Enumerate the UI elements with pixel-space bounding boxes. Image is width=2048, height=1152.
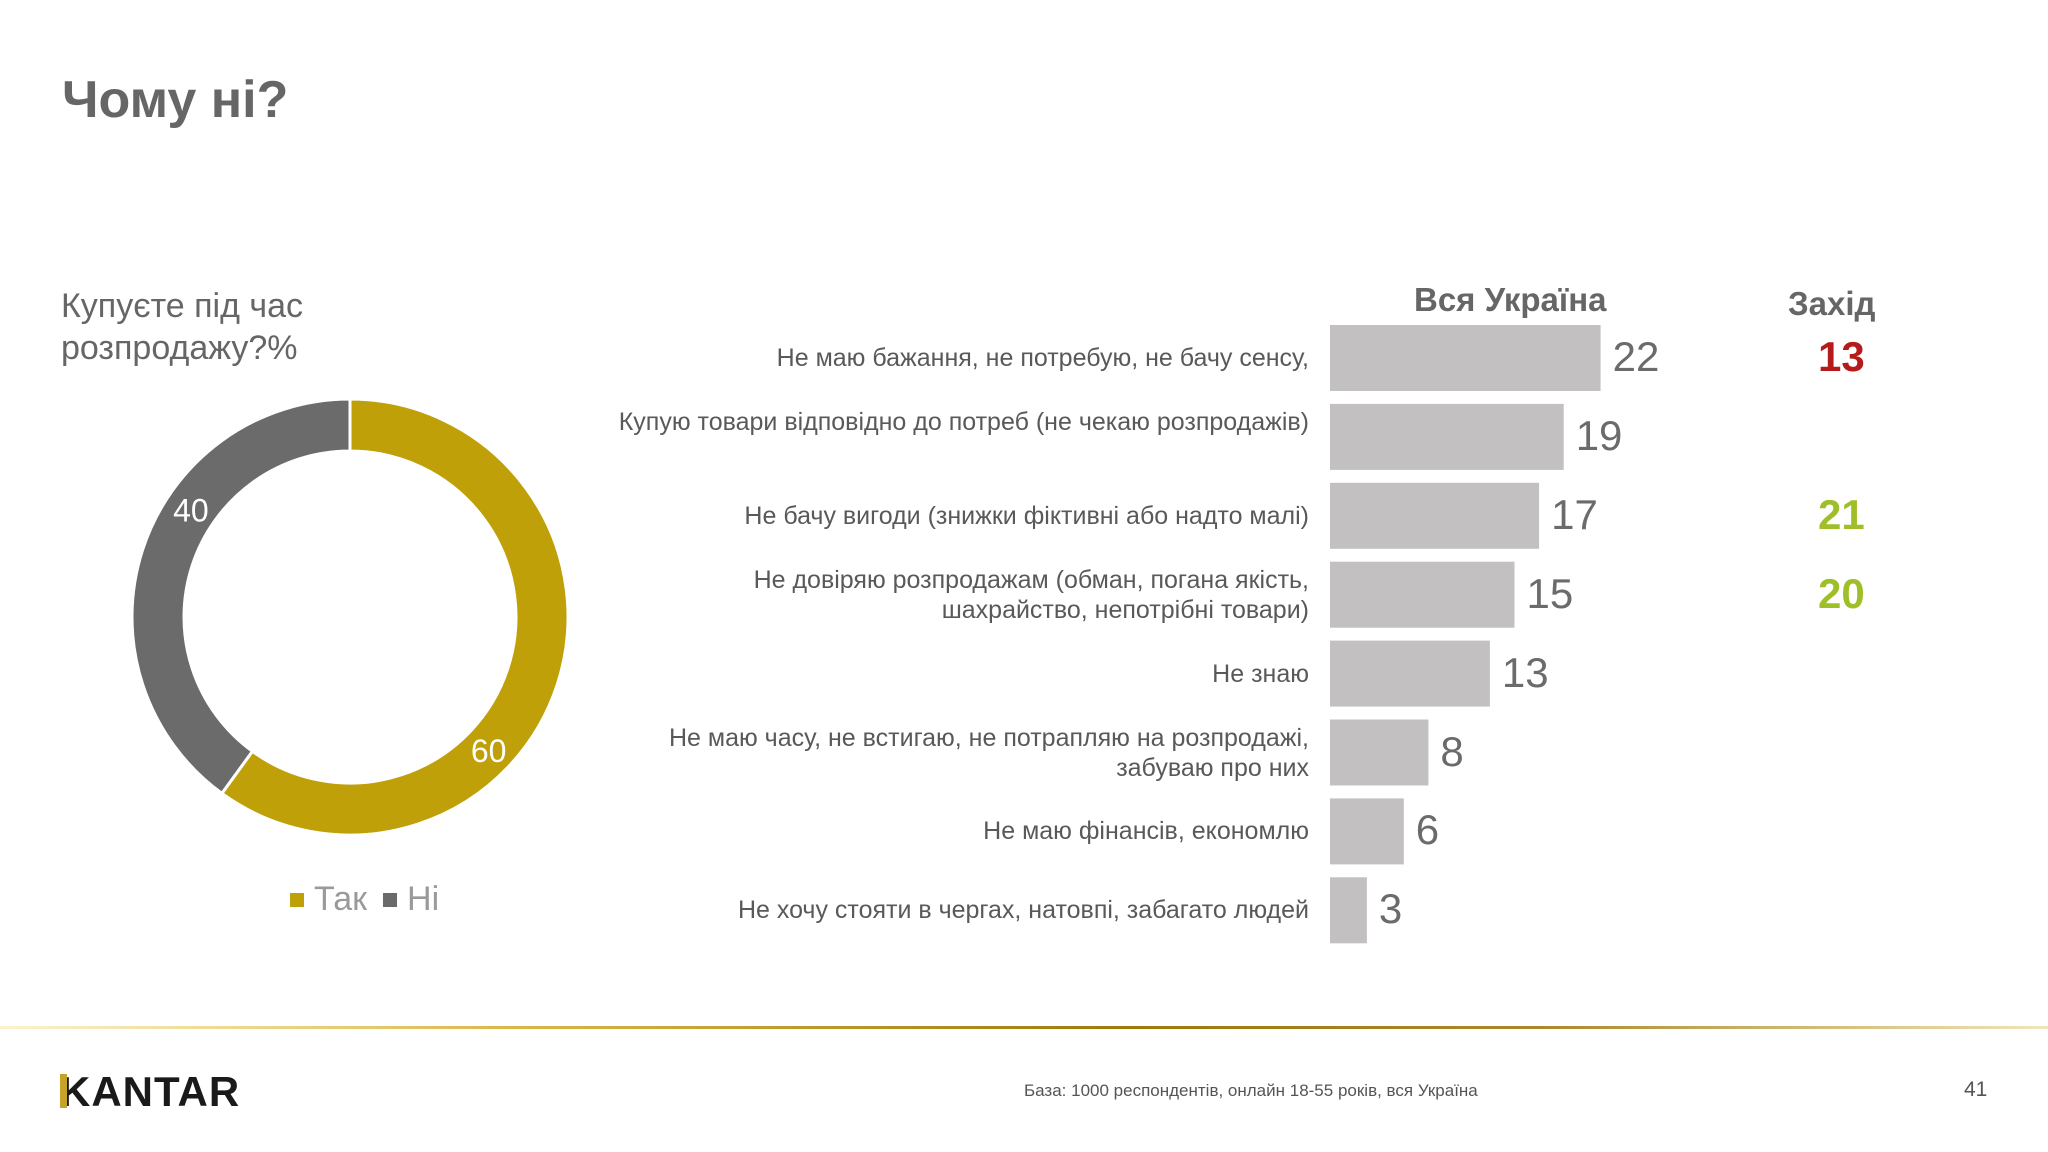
kantar-logo-mark	[60, 1074, 67, 1108]
donut-question: Купуєте під час розпродажу?%	[61, 287, 303, 367]
bar-0	[1330, 325, 1601, 391]
bar-value-label: 19	[1575, 411, 1623, 459]
bar-value-label: 3	[1378, 885, 1403, 933]
bar-3	[1330, 561, 1515, 628]
bar-category-label: Не маю часу, не встигаю, не потрапляю на…	[668, 723, 1309, 782]
west-value-label: 13	[1818, 333, 1865, 380]
base-footnote: База: 1000 респондентів, онлайн 18-55 ро…	[1024, 1081, 1478, 1100]
bar-6	[1330, 798, 1404, 865]
legend-item-yes: Так	[290, 880, 367, 919]
bar-7	[1330, 877, 1367, 944]
legend-label-yes: Так	[314, 880, 368, 918]
legend-swatch-no	[383, 892, 398, 907]
bar-category-label: Не маю бажання, не потребую, не бачу сен…	[776, 344, 1309, 372]
west-value-label: 21	[1818, 490, 1865, 538]
bar-category-label: Не довіряю розпродажам (обман, погана як…	[753, 565, 1309, 624]
donut-label-no: 40	[173, 493, 209, 529]
bar-category-label: Купую товари відповідно до потреб (не че…	[618, 407, 1309, 436]
bar-value-label: 15	[1526, 569, 1574, 617]
donut-chart: 60 40	[130, 397, 570, 837]
footer-divider	[0, 1026, 2048, 1029]
bar-value-label: 13	[1501, 648, 1549, 696]
west-value-label: 20	[1818, 569, 1865, 617]
legend-item-no: Ні	[383, 880, 439, 919]
page-number: 41	[1964, 1078, 1988, 1101]
bar-5	[1330, 719, 1429, 786]
donut-label-yes: 60	[471, 733, 507, 769]
bar-1	[1330, 403, 1564, 470]
bar-category-label: Не знаю	[1212, 659, 1309, 688]
bar-category-label: Не хочу стояти в чергах, натовпі, забага…	[737, 896, 1309, 925]
bar-category-label: Не маю фінансів, економлю	[983, 817, 1309, 846]
legend-label-no: Ні	[407, 880, 440, 918]
bar-value-label: 17	[1551, 490, 1598, 538]
bar-4	[1330, 640, 1490, 707]
bar-value-label: 6	[1415, 806, 1440, 854]
column-header-all: Вся Україна	[1414, 281, 1607, 318]
bar-category-label: Не бачу вигоди (знижки фіктивні або надт…	[744, 501, 1309, 530]
donut-legend: Так Ні	[290, 880, 455, 919]
column-header-west: Захід	[1788, 285, 1876, 322]
legend-swatch-yes	[290, 892, 304, 907]
page-title: Чому ні?	[62, 71, 289, 129]
kantar-logo: KANTAR	[60, 1068, 241, 1115]
donut-slice-yes	[219, 397, 570, 837]
bar-value-label: 8	[1440, 727, 1464, 775]
bar-value-label: 22	[1612, 333, 1660, 380]
bar-2	[1330, 482, 1540, 549]
donut-slice-no	[130, 397, 352, 796]
